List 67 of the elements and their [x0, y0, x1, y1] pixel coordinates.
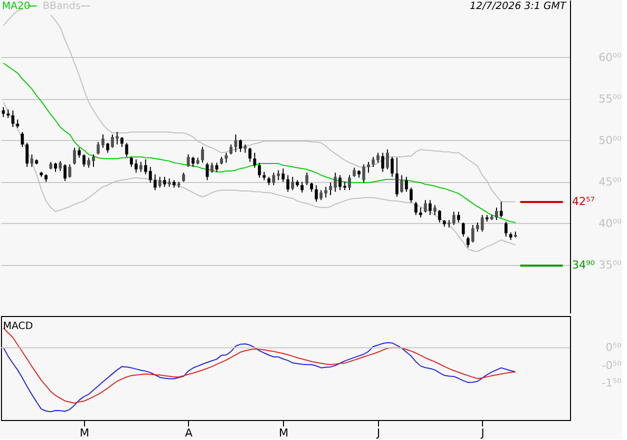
candlestick [215, 162, 218, 172]
ref-line-label: 34⁹⁰ [572, 258, 596, 272]
candlestick [314, 184, 318, 202]
candlestick [26, 142, 29, 168]
candlestick [324, 186, 328, 198]
ref-line-label: 42⁵⁷ [572, 194, 595, 208]
annotation: 12/7/2026 3:1 GMT [470, 1, 567, 12]
candlestick [329, 182, 332, 196]
candlestick [500, 201, 503, 218]
candlestick [310, 182, 314, 192]
legend-label: MA20 [2, 1, 30, 12]
candlestick [92, 154, 95, 168]
candlestick [106, 142, 110, 154]
candlestick [390, 156, 394, 178]
x-tick-label: M [278, 426, 288, 440]
candlestick [182, 172, 186, 182]
candlestick [148, 166, 152, 184]
candlestick [20, 132, 24, 148]
candlestick [419, 207, 422, 218]
candlestick [395, 157, 398, 198]
candlestick [457, 211, 460, 224]
candlestick [224, 152, 228, 164]
candlestick [2, 106, 5, 118]
candlestick [282, 168, 285, 182]
candlestick [192, 156, 195, 168]
candlestick [414, 201, 418, 216]
candlestick [466, 236, 470, 248]
candlestick [201, 146, 204, 164]
candlestick [410, 187, 413, 204]
candlestick [366, 161, 370, 174]
x-tick-label: A [185, 426, 194, 440]
chart-title: MACD [3, 321, 34, 332]
line-series [2, 62, 516, 224]
candlestick [428, 200, 432, 216]
x-tick-label: M [80, 426, 90, 440]
candlestick [54, 162, 58, 172]
candlestick [68, 164, 72, 178]
candlestick [438, 210, 442, 224]
candlestick [206, 162, 209, 181]
candlestick [154, 174, 157, 191]
candlestick [11, 110, 14, 128]
candlestick [96, 141, 100, 155]
candlestick [163, 176, 166, 188]
candlestick [504, 221, 508, 238]
candlestick [286, 174, 290, 192]
candlestick [253, 152, 256, 168]
candlestick [144, 158, 148, 175]
line-series [2, 342, 516, 412]
candlestick [238, 138, 242, 152]
candlestick [82, 154, 86, 168]
candlestick [338, 174, 342, 191]
candlestick [404, 176, 408, 192]
candlestick [462, 222, 465, 238]
candlestick [229, 144, 232, 155]
x-tick-label: J [376, 426, 380, 440]
candlestick [234, 134, 238, 152]
candlestick [258, 162, 261, 178]
candlestick [125, 142, 128, 158]
candlestick [300, 181, 304, 194]
x-tick-label: J [480, 426, 484, 440]
candlestick [305, 172, 308, 186]
candlestick [64, 164, 67, 182]
candlestick [248, 147, 252, 162]
candlestick [78, 147, 81, 158]
candlestick [381, 152, 384, 172]
candlestick [372, 156, 375, 168]
candlestick [120, 136, 124, 148]
